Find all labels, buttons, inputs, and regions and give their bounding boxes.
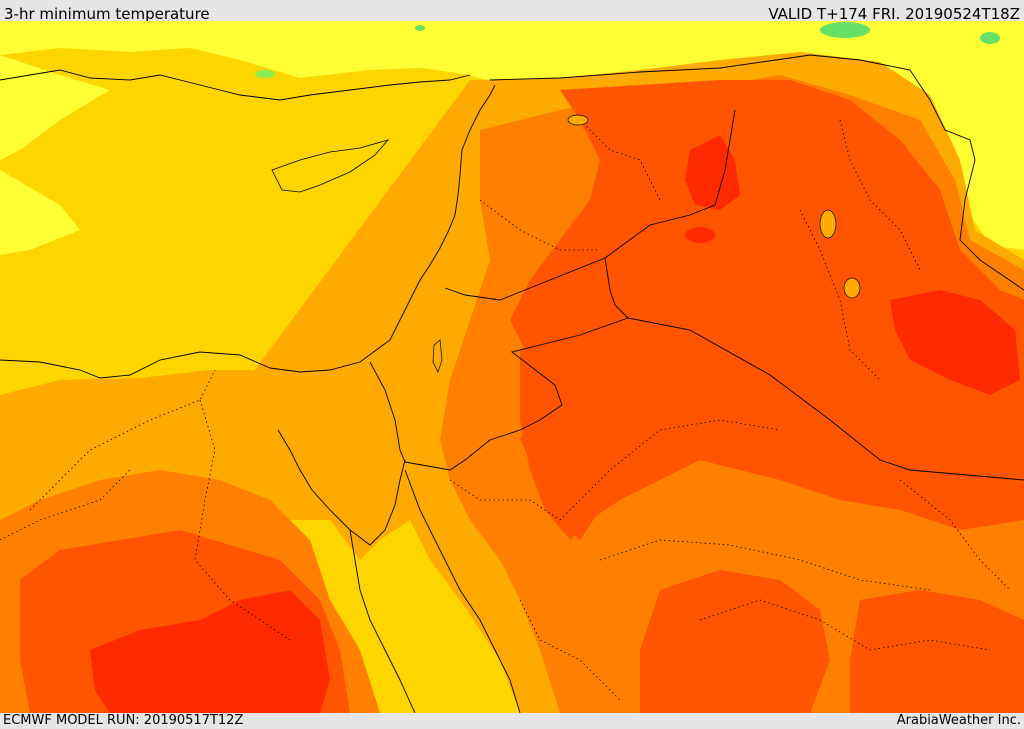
orange-red-zone-south	[850, 590, 1024, 713]
model-run-label: ECMWF MODEL RUN: 20190517T12Z	[3, 713, 244, 728]
footer-bar: ECMWF MODEL RUN: 20190517T12Z ArabiaWeat…	[0, 713, 1024, 729]
lake-assad	[567, 114, 589, 126]
cold-spot-ne	[820, 22, 870, 38]
north-light-yellow-zone	[0, 21, 1024, 250]
border-jordan-iraq	[604, 257, 629, 319]
border-saudi-iraq	[627, 317, 1024, 481]
border-iraq-iran	[809, 54, 1024, 291]
cold-spot-n1	[255, 70, 275, 78]
cold-spot-ne2	[980, 32, 1000, 44]
border-jordan-saudi	[404, 317, 629, 471]
cyprus-island	[271, 139, 390, 193]
red-zone-basra	[890, 290, 1020, 395]
west-light-yellow-zone	[0, 55, 110, 255]
map-canvas	[0, 21, 1024, 713]
red-zone-syria-iraq	[685, 135, 740, 210]
cold-spot-n2	[415, 25, 425, 31]
turkey-coast	[0, 69, 471, 101]
valid-time-label: VALID T+174 FRI. 20190524T18Z	[768, 5, 1020, 23]
dead-sea	[432, 339, 443, 373]
border-syria-jordan	[444, 257, 606, 301]
border-syria-iraq	[489, 54, 811, 81]
red-sea-coast-east	[404, 469, 521, 713]
lake-razzaza	[843, 277, 861, 299]
orange-red-zone-se	[640, 570, 830, 713]
coastline	[0, 84, 496, 379]
admin-borders	[0, 119, 1011, 701]
lake-tharthar	[819, 209, 837, 239]
red-zone-sudan	[90, 590, 330, 713]
red-zone-small	[685, 227, 715, 243]
temperature-map[interactable]	[0, 21, 1024, 713]
red-sea-coast-west	[349, 529, 416, 713]
map-title: 3-hr minimum temperature	[4, 5, 210, 23]
border-syria-iraq-south	[604, 109, 736, 259]
border-egypt-israel	[369, 361, 406, 463]
brand-label: ArabiaWeather Inc.	[896, 713, 1021, 728]
orange-red-zone-central	[520, 320, 800, 540]
header-bar: 3-hr minimum temperature VALID T+174 FRI…	[0, 0, 1024, 23]
